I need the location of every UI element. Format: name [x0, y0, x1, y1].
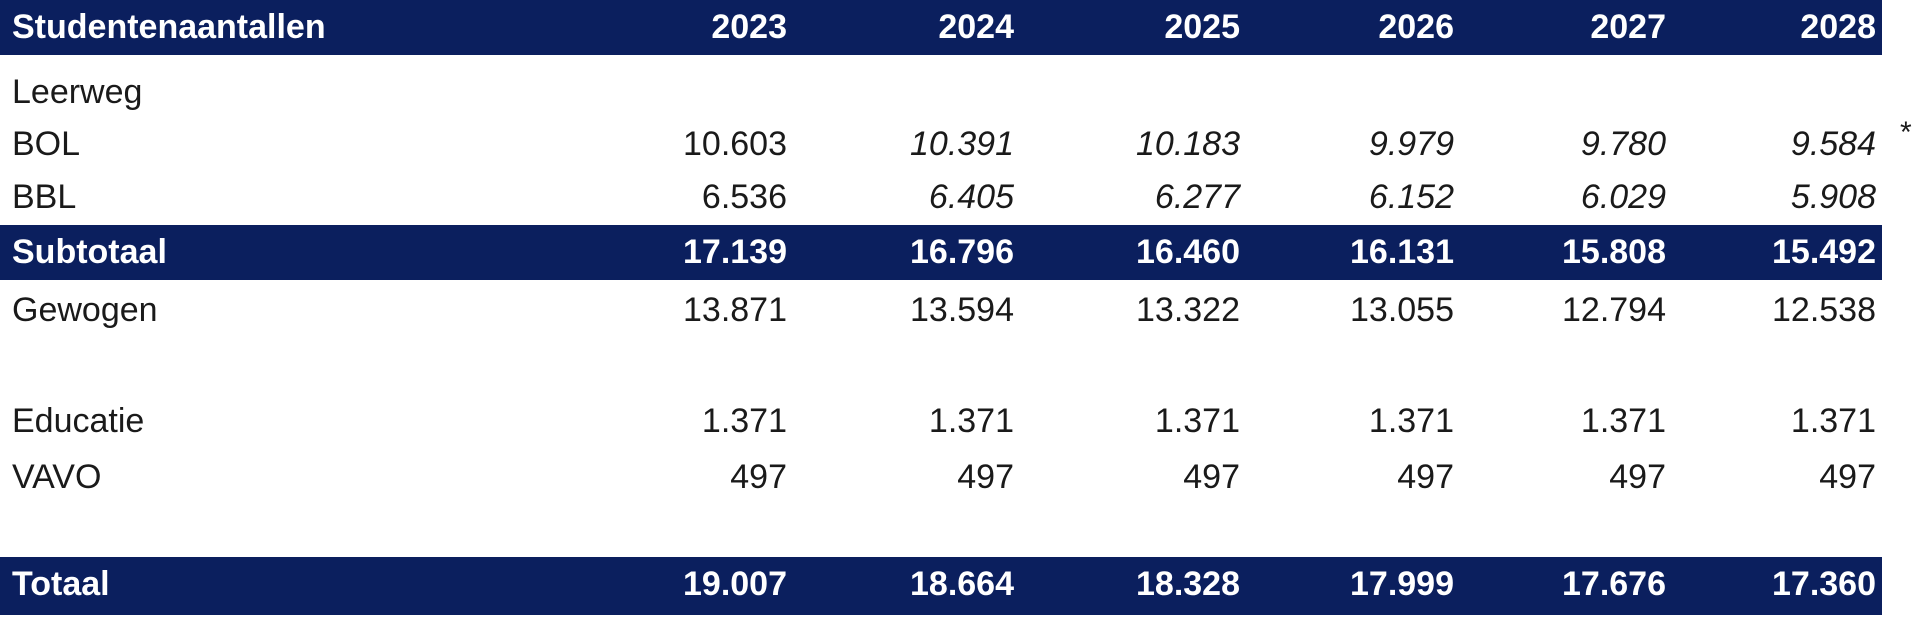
- educatie-value: 1.371: [1154, 402, 1240, 440]
- educatie-value: 1.371: [928, 402, 1014, 440]
- bbl-value: 6.405: [928, 178, 1014, 216]
- leerweg-row: Leerweg: [0, 65, 1882, 120]
- year-header: 2024: [938, 8, 1014, 46]
- educatie-value: 1.371: [1580, 402, 1666, 440]
- subtotaal-value: 16.460: [1136, 233, 1240, 271]
- vavo-value: 497: [1183, 458, 1240, 496]
- subtotaal-value: 16.131: [1350, 233, 1454, 271]
- bottom-rule: [0, 612, 1882, 615]
- educatie-value: 1.371: [1368, 402, 1454, 440]
- vavo-row: VAVO 497 497 497 497 497 497: [0, 450, 1882, 505]
- gewogen-value: 12.538: [1772, 291, 1876, 329]
- gewogen-value: 13.594: [910, 291, 1014, 329]
- header-label: Studentenaantallen: [12, 8, 326, 46]
- bol-value: 10.603: [683, 125, 787, 163]
- totaal-value: 19.007: [683, 565, 787, 603]
- totaal-value: 17.999: [1350, 565, 1454, 603]
- bbl-value: 6.536: [701, 178, 787, 216]
- bol-value: 9.584: [1790, 125, 1876, 163]
- year-header: 2027: [1590, 8, 1666, 46]
- header-row: Studentenaantallen 2023 2024 2025 2026 2…: [0, 0, 1882, 55]
- bol-value: 10.391: [910, 125, 1014, 163]
- year-header: 2023: [711, 8, 787, 46]
- gewogen-row: Gewogen 13.871 13.594 13.322 13.055 12.7…: [0, 283, 1882, 338]
- educatie-row: Educatie 1.371 1.371 1.371 1.371 1.371 1…: [0, 394, 1882, 449]
- bbl-value: 6.029: [1580, 178, 1666, 216]
- year-header: 2028: [1800, 8, 1876, 46]
- bbl-label: BBL: [12, 178, 77, 216]
- bol-label: BOL: [12, 125, 81, 163]
- totaal-label: Totaal: [12, 565, 110, 603]
- bol-row: BOL 10.603 10.391 10.183 9.979 9.780 9.5…: [0, 117, 1882, 172]
- subtotaal-label: Subtotaal: [12, 233, 167, 271]
- subtotaal-value: 16.796: [910, 233, 1014, 271]
- subtotaal-value: 15.808: [1562, 233, 1666, 271]
- bol-value: 9.979: [1368, 125, 1454, 163]
- vavo-value: 497: [1609, 458, 1666, 496]
- year-header: 2025: [1164, 8, 1240, 46]
- gewogen-value: 13.055: [1350, 291, 1454, 329]
- gewogen-label: Gewogen: [12, 291, 158, 329]
- gewogen-value: 12.794: [1562, 291, 1666, 329]
- leerweg-label: Leerweg: [12, 73, 143, 111]
- vavo-label: VAVO: [12, 458, 102, 496]
- subtotaal-row: Subtotaal 17.139 16.796 16.460 16.131 15…: [0, 225, 1882, 280]
- totaal-row: Totaal 19.007 18.664 18.328 17.999 17.67…: [0, 557, 1882, 612]
- totaal-value: 18.664: [910, 565, 1014, 603]
- vavo-value: 497: [957, 458, 1014, 496]
- gewogen-value: 13.322: [1136, 291, 1240, 329]
- totaal-value: 18.328: [1136, 565, 1240, 603]
- bol-value: 9.780: [1580, 125, 1666, 163]
- bbl-value: 5.908: [1790, 178, 1876, 216]
- vavo-value: 497: [730, 458, 787, 496]
- totaal-value: 17.360: [1772, 565, 1876, 603]
- bbl-value: 6.277: [1154, 178, 1240, 216]
- vavo-value: 497: [1819, 458, 1876, 496]
- gewogen-value: 13.871: [683, 291, 787, 329]
- educatie-value: 1.371: [1790, 402, 1876, 440]
- bbl-value: 6.152: [1368, 178, 1454, 216]
- year-header: 2026: [1378, 8, 1454, 46]
- bol-value: 10.183: [1136, 125, 1240, 163]
- totaal-value: 17.676: [1562, 565, 1666, 603]
- educatie-label: Educatie: [12, 402, 145, 440]
- footnote-marker: *: [1900, 116, 1912, 149]
- vavo-value: 497: [1397, 458, 1454, 496]
- educatie-value: 1.371: [701, 402, 787, 440]
- subtotaal-value: 15.492: [1772, 233, 1876, 271]
- bbl-row: BBL 6.536 6.405 6.277 6.152 6.029 5.908: [0, 170, 1882, 225]
- subtotaal-value: 17.139: [683, 233, 787, 271]
